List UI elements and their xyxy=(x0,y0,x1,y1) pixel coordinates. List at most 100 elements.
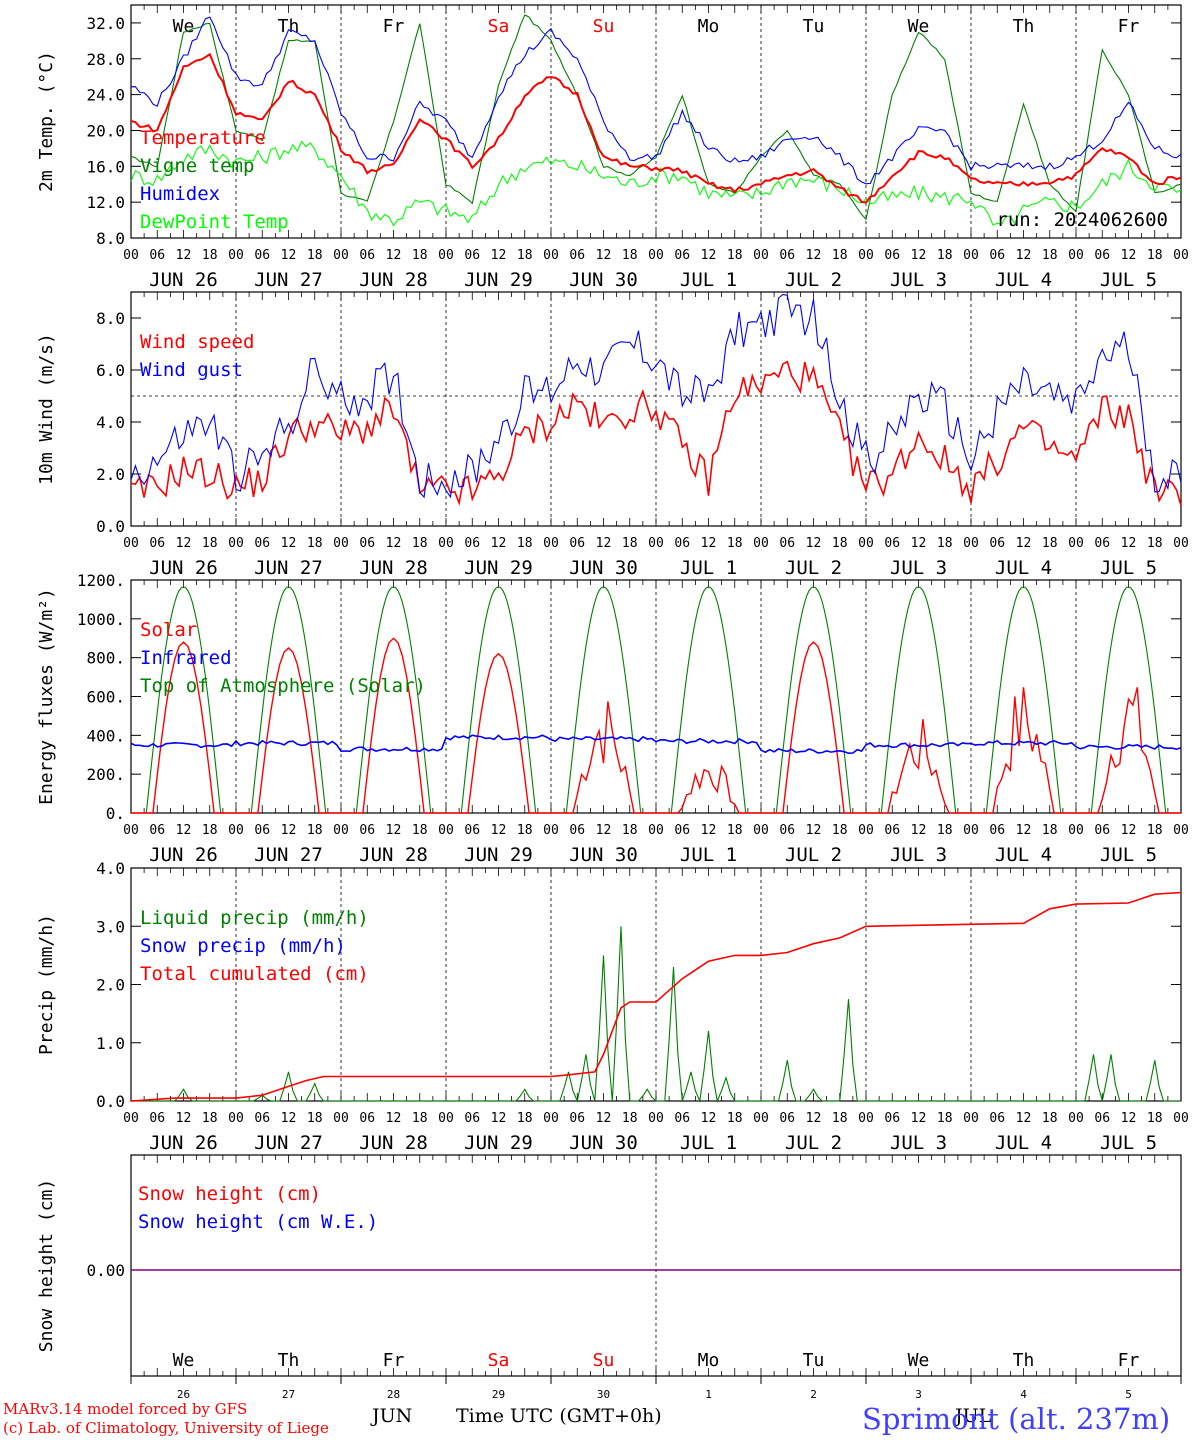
hour-label: 18 xyxy=(307,823,323,838)
hour-label: 18 xyxy=(832,1111,848,1126)
hour-label: 00 xyxy=(963,1111,979,1126)
hour-label: 06 xyxy=(674,823,690,838)
hour-label: 06 xyxy=(1094,248,1110,263)
hour-label: 00 xyxy=(1173,1111,1189,1126)
panel-energy: 0. 200. 400. 600. 800. 1000. 1200. Energy fluxe… xyxy=(36,571,1189,866)
date-label: JUN 28 xyxy=(359,269,428,291)
hour-label: 06 xyxy=(569,536,585,551)
hour-label: 18 xyxy=(412,536,428,551)
hour-label: 12 xyxy=(1121,823,1137,838)
panel-temperature: 8.0 12.0 16.0 20.0 24.0 28.0 32.0 2m Temp. (°C)… xyxy=(36,4,1189,291)
hour-label: 00 xyxy=(648,823,664,838)
date-label: JUN 28 xyxy=(359,844,428,866)
y-axis-label: 2m Temp. (°C) xyxy=(36,51,57,192)
hour-label: 18 xyxy=(622,1111,638,1126)
date-label: JUL 5 xyxy=(1100,844,1157,866)
hour-label: 00 xyxy=(858,536,874,551)
hour-label: 18 xyxy=(1042,1111,1058,1126)
panel-precip: 0.0 1.0 2.0 3.0 4.0 Precip (mm/h) 00 06 12 18 JUN … xyxy=(36,859,1189,1154)
hour-label: 12 xyxy=(1016,823,1032,838)
legend-entry: Infrared xyxy=(140,647,232,669)
hour-label: 12 xyxy=(1016,1111,1032,1126)
model-credit-line2: (c) Lab. of Climatology, University of L… xyxy=(3,1419,329,1437)
hour-label: 00 xyxy=(333,248,349,263)
hour-label: 12 xyxy=(176,823,192,838)
hour-label: 18 xyxy=(622,248,638,263)
hour-label: 18 xyxy=(727,823,743,838)
date-label: JUN 29 xyxy=(464,269,533,291)
series-line-temperature xyxy=(130,360,1182,506)
series-line-dewpoint xyxy=(130,140,1182,227)
date-label: JUL 4 xyxy=(995,844,1052,866)
legend-entry: Wind gust xyxy=(140,359,243,381)
hour-label: 18 xyxy=(937,1111,953,1126)
day-number-label: 26 xyxy=(177,1388,190,1401)
hour-label: 06 xyxy=(779,536,795,551)
series-line-cumulated xyxy=(130,891,1182,1102)
hour-label: 18 xyxy=(517,248,533,263)
hour-label: 18 xyxy=(1147,823,1163,838)
date-label: JUL 1 xyxy=(680,1132,737,1154)
hour-label: 06 xyxy=(779,823,795,838)
hour-label: 00 xyxy=(123,248,139,263)
date-label: JUN 30 xyxy=(569,1132,638,1154)
legend-entry: Liquid precip (mm/h) xyxy=(140,907,369,929)
hour-label: 00 xyxy=(1173,823,1189,838)
series-line-infrared xyxy=(130,734,1182,755)
day-number-label: 29 xyxy=(492,1388,505,1401)
date-label: JUN 28 xyxy=(359,1132,428,1154)
hour-label: 00 xyxy=(333,536,349,551)
hour-label: 18 xyxy=(622,823,638,838)
y-tick-label: 2.0 xyxy=(96,976,125,995)
hour-label: 06 xyxy=(569,823,585,838)
series-line-humidex xyxy=(130,16,1182,185)
y-tick-label: 0.00 xyxy=(86,1261,125,1280)
hour-label: 00 xyxy=(543,1111,559,1126)
date-label: JUL 3 xyxy=(890,844,947,866)
hour-label: 18 xyxy=(1042,536,1058,551)
date-label: JUN 27 xyxy=(254,844,323,866)
hour-label: 00 xyxy=(123,536,139,551)
y-tick-label: 1000. xyxy=(77,610,125,629)
series-line-solar xyxy=(131,637,1181,814)
hour-label: 18 xyxy=(832,823,848,838)
hour-label: 06 xyxy=(1094,536,1110,551)
hour-label: 06 xyxy=(779,1111,795,1126)
y-tick-label: 32.0 xyxy=(86,14,125,33)
hour-label: 18 xyxy=(412,823,428,838)
date-label: JUN 26 xyxy=(149,1132,218,1154)
hour-label: 18 xyxy=(832,536,848,551)
hour-label: 00 xyxy=(753,1111,769,1126)
weekday-label: Fr xyxy=(383,16,405,37)
hour-label: 12 xyxy=(911,536,927,551)
legend-entry: DewPoint Temp xyxy=(140,211,289,233)
hour-label: 06 xyxy=(1094,823,1110,838)
y-axis-label: Snow height (cm) xyxy=(36,1179,57,1352)
hour-label: 18 xyxy=(412,248,428,263)
hour-label: 12 xyxy=(491,536,507,551)
hour-label: 12 xyxy=(701,1111,717,1126)
weekday-label: Mo xyxy=(698,16,720,37)
hour-label: 00 xyxy=(543,536,559,551)
hour-label: 18 xyxy=(937,823,953,838)
day-number-label: 28 xyxy=(387,1388,400,1401)
hour-label: 00 xyxy=(648,1111,664,1126)
month-label-jun: JUN xyxy=(372,1405,413,1427)
weekday-label: Fr xyxy=(1118,1350,1140,1371)
hour-label: 06 xyxy=(989,536,1005,551)
hour-label: 00 xyxy=(1068,823,1084,838)
y-tick-label: 4.0 xyxy=(96,859,125,878)
hour-label: 06 xyxy=(464,1111,480,1126)
hour-label: 06 xyxy=(1094,1111,1110,1126)
hour-label: 00 xyxy=(963,536,979,551)
hour-label: 18 xyxy=(517,823,533,838)
hour-label: 00 xyxy=(438,1111,454,1126)
hour-label: 06 xyxy=(254,536,270,551)
hour-label: 00 xyxy=(333,823,349,838)
hour-label: 06 xyxy=(884,1111,900,1126)
date-label: JUL 3 xyxy=(890,1132,947,1154)
hour-label: 00 xyxy=(963,248,979,263)
location-label: Sprimont (alt. 237m) xyxy=(862,1402,1171,1436)
date-label: JUN 27 xyxy=(254,1132,323,1154)
date-label: JUL 2 xyxy=(785,269,842,291)
